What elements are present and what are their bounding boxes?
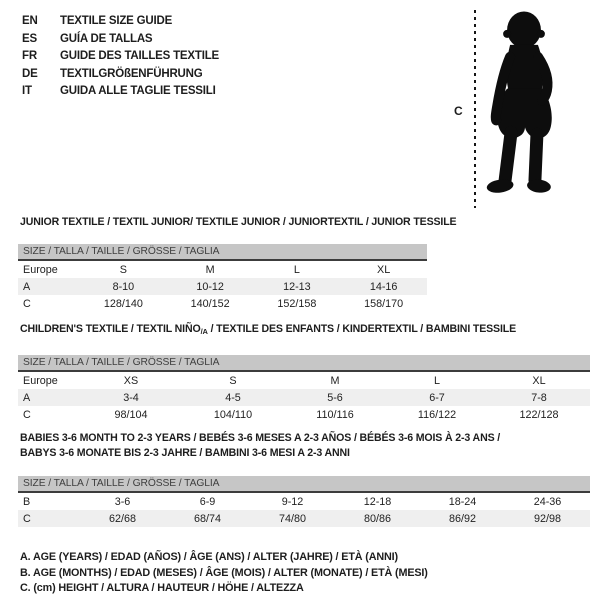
babies-section: BABIES 3-6 MONTH TO 2-3 YEARS / BEBÉS 3-… bbox=[18, 431, 590, 527]
cell: 128/140 bbox=[103, 297, 143, 310]
title-subscript: /A bbox=[200, 327, 208, 336]
cell: XL bbox=[377, 263, 391, 276]
children-size-table: Europe XS S M L XL A 3-4 4-5 5-6 6-7 7-8… bbox=[18, 372, 590, 423]
cell: 3-6 bbox=[114, 495, 131, 508]
title-text: CHILDREN'S TEXTILE / TEXTIL NIÑO bbox=[20, 323, 201, 335]
table-row: Europe S M L XL bbox=[18, 261, 427, 278]
cell: 62/68 bbox=[108, 512, 137, 525]
header: EN TEXTILE SIZE GUIDE ES GUÍA DE TALLAS … bbox=[0, 0, 600, 212]
table-row: C 62/68 68/74 74/80 80/86 86/92 92/98 bbox=[18, 510, 590, 527]
language-row-fr: FR GUIDE DES TAILLES TEXTILE bbox=[22, 48, 219, 66]
table-row: A 3-4 4-5 5-6 6-7 7-8 bbox=[18, 389, 590, 406]
row-label: Europe bbox=[23, 263, 58, 276]
language-row-en: EN TEXTILE SIZE GUIDE bbox=[22, 13, 219, 31]
cell: 5-6 bbox=[327, 391, 343, 404]
cell: 86/92 bbox=[448, 512, 477, 525]
language-title: TEXTILGRÖßENFÜHRUNG bbox=[60, 67, 203, 80]
language-row-it: IT GUIDA ALLE TAGLIE TESSILI bbox=[22, 83, 219, 101]
table-row: C 128/140 140/152 152/158 158/170 bbox=[18, 295, 427, 312]
language-code: DE bbox=[22, 67, 38, 80]
note-c: C. (cm) HEIGHT / ALTURA / HAUTEUR / HÖHE… bbox=[20, 582, 304, 594]
row-label: C bbox=[23, 408, 31, 421]
title-text: / TEXTILE DES ENFANTS / KINDERTEXTIL / B… bbox=[207, 323, 517, 335]
children-section: CHILDREN'S TEXTILE / TEXTIL NIÑO/A / TEX… bbox=[18, 323, 590, 423]
size-header-bar: SIZE / TALLA / TAILLE / GRÖSSE / TAGLIA bbox=[18, 355, 590, 372]
cell: 18-24 bbox=[448, 495, 477, 508]
cell: XL bbox=[532, 374, 546, 387]
language-row-es: ES GUÍA DE TALLAS bbox=[22, 31, 219, 49]
cell: 98/104 bbox=[114, 408, 148, 421]
language-code: FR bbox=[22, 50, 37, 63]
cell: 122/128 bbox=[519, 408, 559, 421]
children-section-title: CHILDREN'S TEXTILE / TEXTIL NIÑO/A / TEX… bbox=[18, 323, 590, 338]
table-row: B 3-6 6-9 9-12 12-18 18-24 24-36 bbox=[18, 493, 590, 510]
row-label: B bbox=[23, 495, 31, 508]
cell: 24-36 bbox=[533, 495, 562, 508]
cell: S bbox=[229, 374, 237, 387]
cell: 116/122 bbox=[417, 408, 457, 421]
cell: XS bbox=[123, 374, 139, 387]
language-title: TEXTILE SIZE GUIDE bbox=[60, 15, 173, 27]
title-line-2: BABYS 3-6 MONATE BIS 2-3 JAHRE / BAMBINI… bbox=[20, 447, 350, 459]
note-b: B. AGE (MONTHS) / EDAD (MESES) / ÂGE (MO… bbox=[20, 566, 428, 579]
language-code: EN bbox=[22, 15, 38, 27]
height-measure-label: C bbox=[454, 104, 463, 118]
junior-size-table: Europe S M L XL A 8-10 10-12 12-13 14-16… bbox=[18, 261, 427, 312]
cell: 92/98 bbox=[533, 512, 562, 525]
size-header-bar: SIZE / TALLA / TAILLE / GRÖSSE / TAGLIA bbox=[18, 244, 427, 261]
language-code: IT bbox=[22, 85, 32, 98]
junior-section-title: JUNIOR TEXTILE / TEXTIL JUNIOR/ TEXTILE … bbox=[20, 216, 457, 228]
cell: 9-12 bbox=[281, 495, 304, 508]
row-label: A bbox=[23, 280, 31, 293]
language-title: GUIDA ALLE TAGLIE TESSILI bbox=[60, 85, 216, 98]
cell: L bbox=[433, 374, 440, 387]
cell: 110/116 bbox=[316, 408, 354, 421]
baby-silhouette bbox=[486, 11, 553, 193]
row-label: Europe bbox=[23, 374, 58, 387]
cell: 140/152 bbox=[190, 297, 230, 310]
row-label: C bbox=[23, 297, 31, 310]
size-header-bar: SIZE / TALLA / TAILLE / GRÖSSE / TAGLIA bbox=[18, 476, 590, 493]
table-row: A 8-10 10-12 12-13 14-16 bbox=[18, 278, 427, 295]
cell: M bbox=[205, 263, 215, 276]
cell: 74/80 bbox=[278, 512, 307, 525]
height-dotted-line bbox=[474, 10, 476, 208]
babies-section-title: BABIES 3-6 MONTH TO 2-3 YEARS / BEBÉS 3-… bbox=[18, 431, 590, 461]
cell: 152/158 bbox=[277, 297, 317, 310]
row-label: C bbox=[23, 512, 31, 525]
table-row: C 98/104 104/110 110/116 116/122 122/128 bbox=[18, 406, 590, 423]
legend-notes: A. AGE (YEARS) / EDAD (AÑOS) / ÂGE (ANS)… bbox=[20, 550, 600, 597]
cell: 6-9 bbox=[199, 495, 216, 508]
babies-size-table: B 3-6 6-9 9-12 12-18 18-24 24-36 C 62/68… bbox=[18, 493, 590, 527]
cell: 68/74 bbox=[193, 512, 222, 525]
title-line-1: BABIES 3-6 MONTH TO 2-3 YEARS / BEBÉS 3-… bbox=[20, 432, 501, 444]
cell: 14-16 bbox=[369, 280, 398, 293]
cell: L bbox=[293, 263, 300, 276]
cell: 104/110 bbox=[213, 408, 253, 421]
cell: 6-7 bbox=[429, 391, 445, 404]
cell: 10-12 bbox=[196, 280, 224, 293]
cell: 158/170 bbox=[364, 297, 404, 310]
language-list: EN TEXTILE SIZE GUIDE ES GUÍA DE TALLAS … bbox=[22, 13, 219, 101]
row-label: A bbox=[23, 391, 31, 404]
junior-section: JUNIOR TEXTILE / TEXTIL JUNIOR/ TEXTILE … bbox=[18, 216, 590, 312]
cell: 12-18 bbox=[363, 495, 392, 508]
cell: 12-13 bbox=[283, 280, 311, 293]
language-title: GUIDE DES TAILLES TEXTILE bbox=[60, 50, 219, 63]
cell: S bbox=[119, 263, 127, 276]
language-row-de: DE TEXTILGRÖßENFÜHRUNG bbox=[22, 66, 219, 84]
cell: 8-10 bbox=[112, 280, 135, 293]
cell: 80/86 bbox=[363, 512, 392, 525]
cell: 4-5 bbox=[225, 391, 241, 404]
cell: 7-8 bbox=[531, 391, 547, 404]
language-code: ES bbox=[22, 32, 37, 45]
note-a: A. AGE (YEARS) / EDAD (AÑOS) / ÂGE (ANS)… bbox=[20, 551, 398, 563]
cell: 3-4 bbox=[123, 391, 139, 404]
cell: M bbox=[330, 374, 340, 387]
language-title: GUÍA DE TALLAS bbox=[60, 32, 153, 45]
table-row: Europe XS S M L XL bbox=[18, 372, 590, 389]
